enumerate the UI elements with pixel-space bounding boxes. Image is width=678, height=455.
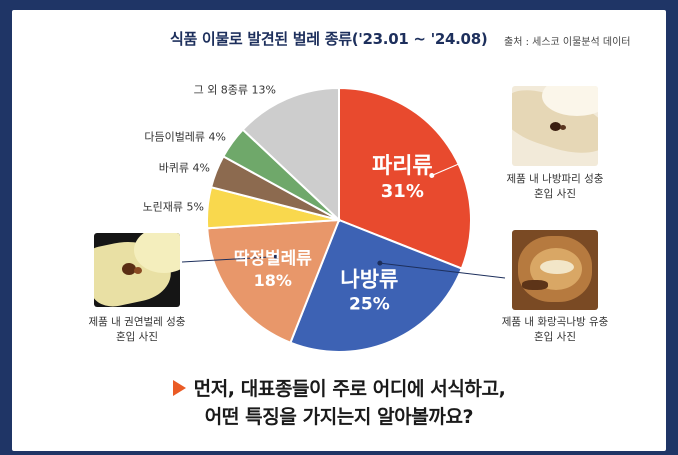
source-note: 출처 : 세스코 이물분석 데이터: [504, 37, 631, 48]
pie-slice-moth: [289, 218, 464, 353]
pie-slice-beetle: [206, 218, 341, 345]
triangle-bullet-icon: [172, 379, 186, 396]
photo-cigarette-beetle: [94, 233, 180, 307]
pie-slice-others: [241, 86, 340, 223]
pie-slice-fly: [338, 86, 472, 270]
leader-line-fly: [431, 147, 497, 176]
slice-value-beetle: 18%: [254, 271, 292, 290]
chart-title: 식품 이물로 발견된 벌레 종류('23.01 ~ '24.08): [170, 30, 488, 48]
slice-label-moth: 나방류: [340, 267, 398, 291]
photo-caption-cigarette-beetle: 제품 내 권연벌레 성충 혼입 사진: [88, 316, 186, 343]
photo-meal-moth: [512, 230, 598, 310]
leader-line-moth-dot: [377, 260, 383, 266]
outside-label-others: 그 외 8종류 13%: [194, 84, 276, 97]
bottom-message-line2: 어떤 특징을 가지는지 알아볼까요?: [204, 406, 474, 428]
outside-label-cockroach: 바퀴류 4%: [159, 162, 210, 175]
leader-line-fly-dot: [429, 173, 435, 178]
slice-value-moth: 25%: [349, 294, 390, 314]
photo-caption-meal-moth: 제품 내 화랑곡나방 유충 혼입 사진: [501, 316, 609, 343]
outside-label-booklouse: 다듬이벌레류 4%: [144, 131, 226, 144]
slice-label-beetle: 딱정벌레류: [234, 249, 313, 269]
bottom-message-line1: 먼저, 대표종들이 주로 어디에 서식하고,: [0, 374, 678, 401]
slice-value-fly: 31%: [381, 181, 424, 202]
outside-label-stinkbug: 노린재류 5%: [143, 201, 204, 214]
leader-line-moth: [379, 262, 506, 279]
slice-label-fly: 파리류: [372, 154, 433, 179]
photo-drain-fly: [512, 86, 598, 166]
leader-line-beetle-dot: [273, 254, 279, 260]
photo-caption-drain-fly: 제품 내 나방파리 성충 혼입 사진: [506, 173, 604, 200]
leader-line-beetle: [181, 256, 277, 263]
